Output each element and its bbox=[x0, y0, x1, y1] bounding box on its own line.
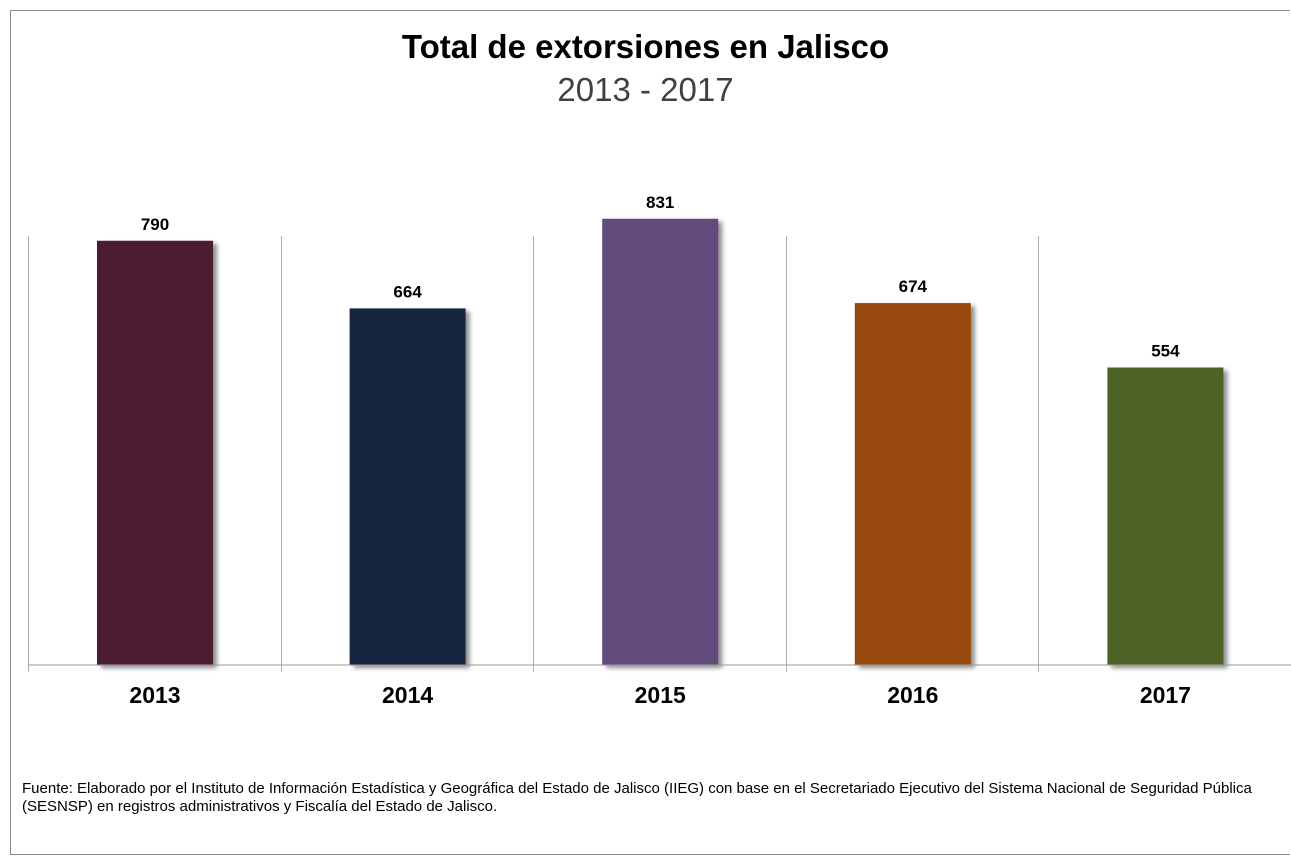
category-label-2017: 2017 bbox=[1140, 682, 1191, 708]
category-label-2016: 2016 bbox=[887, 682, 938, 708]
bar-2015 bbox=[602, 218, 719, 666]
bar-2013 bbox=[97, 240, 213, 665]
value-label-2017: 554 bbox=[1151, 342, 1180, 361]
bar-chart: 790 664 831 674 554 2013 2014 2015 2016 2017 bbox=[28, 193, 1291, 708]
bar-2014 bbox=[349, 308, 466, 665]
bar-2016 bbox=[854, 303, 971, 665]
category-label-2015: 2015 bbox=[635, 682, 686, 708]
value-label-2014: 664 bbox=[393, 282, 422, 301]
value-label-2013: 790 bbox=[141, 215, 169, 234]
value-label-2016: 674 bbox=[899, 277, 928, 296]
category-label-2013: 2013 bbox=[129, 682, 180, 708]
category-label-2014: 2014 bbox=[382, 682, 433, 708]
chart-subtitle: 2013 - 2017 bbox=[557, 71, 734, 108]
bar-2017 bbox=[1107, 367, 1224, 665]
chart-title: Total de extorsiones en Jalisco bbox=[401, 28, 890, 65]
value-label-2015: 831 bbox=[646, 193, 674, 212]
source-note: Fuente: Elaborado por el Instituto de In… bbox=[22, 780, 1252, 815]
